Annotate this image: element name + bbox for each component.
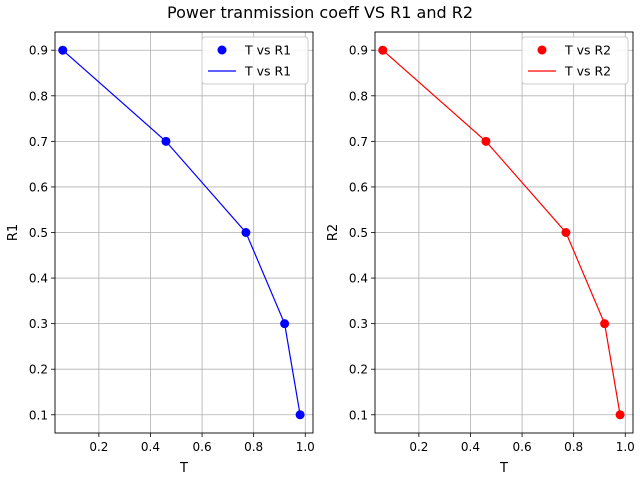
y-tick-label: 0.6 bbox=[349, 180, 368, 194]
y-tick-label: 0.9 bbox=[29, 44, 48, 58]
x-tick-label: 0.2 bbox=[409, 440, 428, 454]
legend-box bbox=[201, 36, 309, 85]
y-tick-label: 0.2 bbox=[349, 363, 368, 377]
x-tick-label: 0.8 bbox=[244, 440, 263, 454]
data-point bbox=[561, 228, 571, 237]
y-tick-label: 0.1 bbox=[349, 408, 368, 422]
legend-entry-label: T vs R2 bbox=[564, 43, 611, 58]
y-tick-label: 0.4 bbox=[349, 272, 368, 286]
figure-title: Power tranmission coeff VS R1 and R2 bbox=[167, 3, 473, 22]
legend-entry-label: T vs R1 bbox=[244, 64, 291, 79]
data-point bbox=[600, 319, 610, 329]
legend-entry-label: T vs R2 bbox=[564, 64, 611, 79]
data-point bbox=[481, 136, 491, 146]
y-tick-label: 0.4 bbox=[29, 272, 48, 286]
x-tick-label: 0.4 bbox=[141, 440, 160, 454]
x-tick-label: 0.4 bbox=[461, 440, 480, 454]
y-tick-label: 0.3 bbox=[29, 317, 48, 331]
legend-entry-label: T vs R1 bbox=[244, 43, 291, 58]
data-point bbox=[58, 45, 68, 55]
legend-box bbox=[521, 36, 629, 85]
data-point bbox=[378, 45, 388, 55]
x-tick-label: 0.2 bbox=[89, 440, 108, 454]
legend-marker bbox=[217, 45, 227, 55]
y-tick-label: 0.3 bbox=[349, 317, 368, 331]
y-axis-label: R2 bbox=[326, 224, 341, 241]
x-axis-label: T bbox=[179, 461, 188, 476]
y-tick-label: 0.9 bbox=[349, 44, 368, 58]
y-tick-label: 0.8 bbox=[29, 89, 48, 103]
data-point bbox=[615, 410, 625, 420]
x-tick-label: 0.6 bbox=[193, 440, 212, 454]
data-point bbox=[241, 228, 251, 237]
legend: T vs R1 T vs R1 bbox=[201, 36, 309, 85]
y-tick-label: 0.2 bbox=[29, 363, 48, 377]
x-tick-label: 0.6 bbox=[513, 440, 532, 454]
data-point bbox=[161, 136, 171, 146]
subplot-2: 0.2 0.4 0.6 0.8 1.0 0.1 0.2 0.3 0.4 0.5 0.6 0.7 0.8 0… bbox=[326, 31, 635, 476]
data-point bbox=[280, 319, 290, 329]
data-point bbox=[295, 410, 305, 420]
legend: T vs R2 T vs R2 bbox=[521, 36, 629, 85]
legend-marker bbox=[537, 45, 547, 55]
x-tick-label: 1.0 bbox=[296, 440, 315, 454]
y-tick-label: 0.8 bbox=[349, 89, 368, 103]
y-tick-label: 0.7 bbox=[349, 135, 368, 149]
y-tick-label: 0.1 bbox=[29, 408, 48, 422]
subplot-1: 0.2 0.4 0.6 0.8 1.0 0.1 0.2 0.3 0.4 0.5 0.6 0.7 0.8 0… bbox=[6, 31, 315, 476]
subplots: 0.2 0.4 0.6 0.8 1.0 0.1 0.2 0.3 0.4 0.5 0.6 0.7 0.8 0… bbox=[6, 31, 635, 476]
y-tick-label: 0.5 bbox=[349, 226, 368, 240]
y-axis-label: R1 bbox=[6, 224, 21, 241]
x-tick-label: 1.0 bbox=[616, 440, 635, 454]
y-tick-label: 0.7 bbox=[29, 135, 48, 149]
y-tick-label: 0.5 bbox=[29, 226, 48, 240]
x-tick-label: 0.8 bbox=[564, 440, 583, 454]
y-tick-label: 0.6 bbox=[29, 180, 48, 194]
x-axis-label: T bbox=[499, 461, 508, 476]
